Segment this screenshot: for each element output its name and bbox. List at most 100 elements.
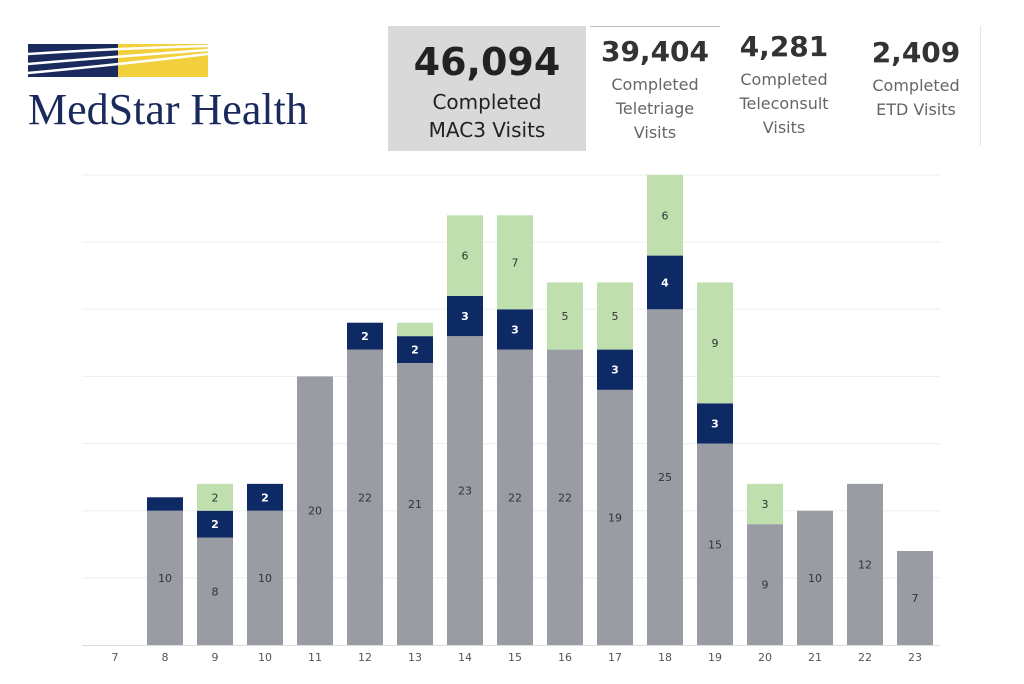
logo-swoosh — [28, 48, 209, 66]
bar-segment — [197, 537, 233, 645]
data-label: 21 — [408, 498, 422, 511]
logo-wordmark: MedStar Health — [28, 85, 308, 134]
data-label: 2 — [261, 491, 269, 504]
logo-swoosh — [28, 52, 209, 75]
data-label: 2 — [211, 518, 219, 531]
bar-segment — [897, 551, 933, 645]
bar-segment — [447, 295, 483, 337]
bar-segment — [497, 215, 533, 310]
data-label: 10 — [808, 572, 822, 585]
x-tick-label: 22 — [858, 651, 872, 664]
data-label: 25 — [658, 471, 672, 484]
bar-segment — [497, 349, 533, 645]
kpi-value: 39,404 — [600, 35, 710, 68]
x-tick-label: 13 — [408, 651, 422, 664]
stacked-bar-chart: 7108822910210201122212212132336142237152… — [82, 174, 940, 664]
bar-segment — [597, 389, 633, 645]
data-label: 3 — [511, 323, 519, 336]
bar-segment — [747, 524, 783, 645]
bar-segment — [547, 282, 583, 350]
bar-segment — [297, 376, 333, 645]
logo-swoosh — [28, 44, 209, 56]
bar-segment — [697, 282, 733, 404]
bar-segment — [247, 510, 283, 645]
bar-segment — [747, 483, 783, 525]
bar-segment — [447, 215, 483, 296]
kpi-value: 46,094 — [413, 40, 561, 84]
x-tick-label: 20 — [758, 651, 772, 664]
x-tick-label: 19 — [708, 651, 722, 664]
bar-segment — [197, 510, 233, 538]
bar-segment — [247, 483, 283, 511]
data-label: 6 — [462, 250, 469, 263]
bar-segment — [397, 363, 433, 645]
data-label: 6 — [662, 209, 669, 222]
kpi-mac3-visits: 46,094 Completed MAC3 Visits — [388, 26, 586, 151]
data-label: 3 — [611, 364, 619, 377]
bar-segment — [647, 309, 683, 645]
bar-segment — [397, 336, 433, 363]
bar-segment — [647, 255, 683, 310]
data-label: 3 — [762, 498, 769, 511]
bar-segment — [847, 483, 883, 645]
data-label: 12 — [858, 558, 872, 571]
kpi-value: 4,281 — [739, 30, 829, 63]
kpi-label: Completed Teletriage Visits — [611, 75, 699, 142]
bar-segment — [697, 403, 733, 444]
bar-segment — [497, 309, 533, 350]
data-label: 5 — [612, 310, 619, 323]
data-label: 9 — [712, 337, 719, 350]
data-label: 9 — [762, 579, 769, 592]
x-tick-label: 18 — [658, 651, 672, 664]
kpi-teleconsult-visits: 4,281 Completed Teleconsult Visits — [724, 26, 844, 146]
x-tick-label: 21 — [808, 651, 822, 664]
x-tick-label: 14 — [458, 651, 472, 664]
data-label: 10 — [158, 572, 172, 585]
data-label: 5 — [562, 310, 569, 323]
kpi-teletriage-visits: 39,404 Completed Teletriage Visits — [590, 26, 720, 147]
x-tick-label: 12 — [358, 651, 372, 664]
bar-segment — [647, 175, 683, 256]
data-label: 3 — [711, 417, 719, 430]
bar-segment — [347, 349, 383, 645]
data-label: 7 — [512, 256, 519, 269]
kpi-etd-visits: 2,409 Completed ETD Visits — [852, 26, 981, 146]
medstar-health-logo: MedStar Health — [28, 44, 308, 134]
x-tick-label: 16 — [558, 651, 572, 664]
bar-segment — [197, 483, 233, 511]
x-tick-label: 7 — [112, 651, 119, 664]
bar-segment — [347, 322, 383, 350]
bar-segment — [797, 510, 833, 645]
data-label: 4 — [661, 276, 669, 289]
data-label: 10 — [258, 572, 272, 585]
x-tick-label: 10 — [258, 651, 272, 664]
bar-segment — [697, 443, 733, 645]
data-label: 19 — [608, 511, 622, 524]
bar-segment — [597, 349, 633, 390]
data-label: 3 — [461, 310, 469, 323]
data-label: 22 — [558, 491, 572, 504]
data-label: 7 — [912, 592, 919, 605]
data-label: 22 — [508, 491, 522, 504]
x-tick-label: 8 — [162, 651, 169, 664]
data-label: 8 — [212, 585, 219, 598]
data-label: 2 — [411, 344, 419, 357]
data-label: 23 — [458, 485, 472, 498]
x-tick-label: 17 — [608, 651, 622, 664]
x-tick-label: 9 — [212, 651, 219, 664]
kpi-label: Completed MAC3 Visits — [428, 90, 546, 142]
bar-segment — [547, 349, 583, 645]
kpi-value: 2,409 — [871, 36, 961, 69]
data-label: 22 — [358, 491, 372, 504]
x-tick-label: 23 — [908, 651, 922, 664]
kpi-label: Completed ETD Visits — [872, 76, 960, 119]
data-label: 15 — [708, 538, 722, 551]
bar-segment — [147, 497, 183, 511]
bar-segment — [147, 510, 183, 645]
bar-segment — [397, 322, 433, 337]
x-tick-label: 11 — [308, 651, 322, 664]
bar-segment — [597, 282, 633, 350]
data-label: 2 — [212, 491, 219, 504]
x-tick-label: 15 — [508, 651, 522, 664]
bar-segment — [447, 336, 483, 645]
